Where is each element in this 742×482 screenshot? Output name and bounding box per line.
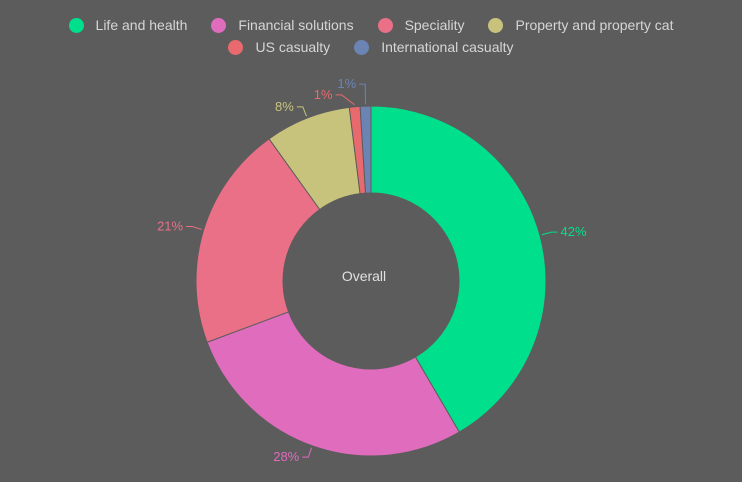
slices-group xyxy=(195,105,547,457)
legend-swatch xyxy=(211,17,227,33)
legend-item[interactable]: Speciality xyxy=(377,16,465,34)
slice-leader-line xyxy=(541,231,558,236)
legend-label: Life and health xyxy=(95,17,188,33)
legend-label: Financial solutions xyxy=(238,17,354,33)
legend-swatch xyxy=(354,39,370,55)
slice-leader-line xyxy=(296,106,307,117)
legend-swatch xyxy=(488,17,504,33)
legend-item[interactable]: Property and property cat xyxy=(488,16,673,34)
slice-leader-line xyxy=(302,447,313,458)
slice-value-label: 1% xyxy=(314,87,333,102)
legend-item[interactable]: Financial solutions xyxy=(211,16,354,34)
legend-swatch xyxy=(68,17,84,33)
slice-leader-line xyxy=(359,83,366,105)
slice-leader-line xyxy=(335,94,355,106)
legend-label: US casualty xyxy=(255,39,331,55)
legend-item[interactable]: International casualty xyxy=(354,38,514,56)
slice-value-label: 21% xyxy=(157,219,183,234)
slice-value-label: 28% xyxy=(273,449,299,464)
donut-slice[interactable] xyxy=(359,105,372,194)
slice-value-label: 1% xyxy=(337,76,356,91)
legend-label: International casualty xyxy=(381,39,514,55)
legend-item[interactable]: US casualty xyxy=(228,38,330,56)
legend-label: Property and property cat xyxy=(515,17,674,33)
chart-legend: Life and health Financial solutions Specia… xyxy=(0,16,742,56)
slice-value-label: 8% xyxy=(275,99,294,114)
slice-value-label: 42% xyxy=(561,224,587,239)
slice-leader-line xyxy=(186,226,202,230)
donut-center-label: Overall xyxy=(342,268,386,284)
donut-slice[interactable] xyxy=(206,311,460,457)
donut-slice[interactable] xyxy=(195,138,321,343)
donut-slice[interactable] xyxy=(370,105,547,433)
labels-group: 42% 28% 21% 8% 1% 1% xyxy=(157,76,587,464)
legend-swatch xyxy=(377,17,393,33)
legend-swatch xyxy=(228,39,244,55)
legend-label: Speciality xyxy=(404,17,465,33)
legend-item[interactable]: Life and health xyxy=(68,16,188,34)
